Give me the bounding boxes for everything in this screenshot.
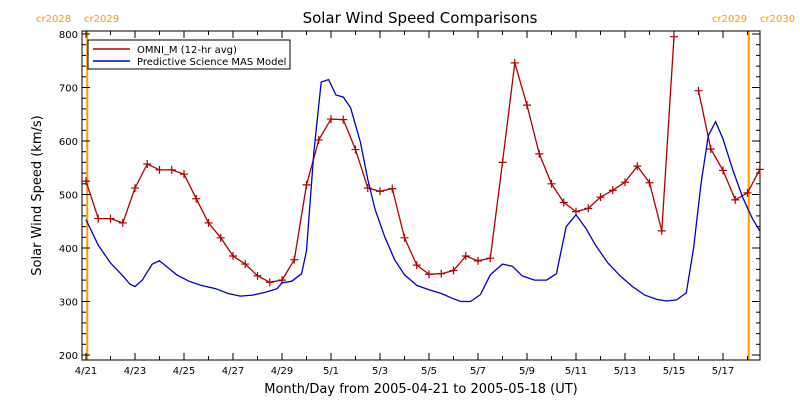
- x-tick-label: 5/9: [519, 366, 535, 377]
- carrington-label: cr2028: [36, 14, 71, 25]
- y-tick-label: 700: [59, 84, 78, 95]
- carrington-label: cr2030: [760, 14, 795, 25]
- data-point: [167, 165, 176, 174]
- data-point: [755, 165, 764, 174]
- data-point: [253, 271, 262, 280]
- x-axis-title: Month/Day from 2005-04-21 to 2005-05-18 …: [264, 382, 577, 397]
- data-point: [106, 214, 115, 223]
- data-point: [706, 145, 715, 154]
- y-tick-label: 800: [59, 30, 78, 41]
- y-tick-label: 300: [59, 298, 78, 309]
- data-point: [192, 194, 201, 203]
- data-point: [229, 252, 237, 261]
- data-point: [498, 158, 507, 167]
- data-point: [400, 233, 409, 242]
- data-point: [94, 214, 103, 223]
- plot-frame: [81, 30, 761, 361]
- data-series: [82, 32, 764, 303]
- data-point: [596, 193, 605, 202]
- chart-title: Solar Wind Speed Comparisons: [303, 9, 538, 27]
- x-tick-label: 4/27: [222, 366, 244, 377]
- data-point: [743, 188, 752, 197]
- legend-label: OMNI_M (12-hr avg): [137, 45, 237, 56]
- data-point: [559, 198, 568, 207]
- legend-label: Predictive Science MAS Model: [137, 57, 286, 68]
- data-point: [302, 180, 311, 189]
- axes: 200 300 400 500 600 700 800 4/21 4/23 4/25 4/27 4/2…: [59, 30, 761, 377]
- data-point: [486, 254, 495, 263]
- data-point: [388, 184, 397, 193]
- x-tick-label: 5/1: [323, 366, 339, 377]
- x-tick-label: 5/5: [421, 366, 437, 377]
- data-point: [449, 266, 458, 275]
- data-point: [131, 184, 139, 193]
- data-point: [510, 58, 519, 67]
- y-tick-label: 600: [59, 137, 78, 148]
- series-line: [697, 90, 761, 201]
- data-point: [694, 86, 703, 95]
- series-line: [85, 78, 761, 303]
- carrington-label: cr2029: [712, 14, 747, 25]
- data-point: [376, 187, 384, 196]
- y-axis-title: Solar Wind Speed (km/s): [30, 115, 45, 275]
- data-point: [523, 101, 531, 110]
- data-point: [621, 178, 629, 187]
- data-point: [155, 165, 164, 174]
- x-tick-label: 5/13: [614, 366, 636, 377]
- carrington-rotation-markers: cr2028 cr2029 cr2029 cr2030: [36, 14, 795, 360]
- data-point: [645, 178, 654, 187]
- x-tick-label: 5/17: [712, 366, 734, 377]
- data-point: [82, 177, 90, 186]
- data-point: [670, 32, 678, 41]
- x-tick-label: 5/11: [565, 366, 587, 377]
- data-point: [547, 179, 556, 188]
- x-tick-label: 4/29: [271, 366, 293, 377]
- series-mas-model: [85, 78, 761, 303]
- data-point: [143, 160, 152, 169]
- data-point: [608, 186, 617, 195]
- x-tick-label: 4/25: [173, 366, 195, 377]
- series-line: [85, 36, 675, 283]
- x-tick-label: 4/21: [75, 366, 97, 377]
- data-point: [351, 145, 360, 154]
- legend-box: [87, 39, 291, 70]
- data-point: [437, 269, 446, 278]
- data-point: [327, 115, 335, 124]
- data-point: [118, 218, 127, 227]
- carrington-label: cr2029: [84, 14, 119, 25]
- data-point: [180, 170, 188, 179]
- data-point: [216, 233, 225, 242]
- data-point: [425, 270, 433, 279]
- y-tick-label: 400: [59, 244, 78, 255]
- data-point: [339, 115, 348, 124]
- series-omni: [82, 32, 764, 287]
- data-point: [241, 260, 250, 269]
- data-point: [461, 252, 470, 261]
- data-point: [314, 135, 323, 144]
- x-tick-label: 5/7: [470, 366, 486, 377]
- data-point: [731, 195, 740, 204]
- legend: OMNI_M (12-hr avg)Predictive Science MAS…: [87, 39, 291, 70]
- x-tick-label: 5/15: [663, 366, 685, 377]
- data-point: [584, 204, 593, 213]
- data-point: [474, 256, 482, 265]
- data-point: [719, 166, 727, 175]
- data-point: [657, 226, 666, 235]
- y-tick-label: 200: [59, 351, 78, 362]
- data-point: [204, 218, 213, 227]
- data-point: [535, 149, 544, 158]
- y-tick-label: 500: [59, 191, 78, 202]
- data-point: [633, 162, 642, 171]
- data-point: [412, 261, 421, 270]
- x-tick-label: 4/23: [124, 366, 146, 377]
- data-point: [290, 255, 299, 264]
- data-point: [265, 278, 274, 287]
- x-tick-label: 5/3: [372, 366, 388, 377]
